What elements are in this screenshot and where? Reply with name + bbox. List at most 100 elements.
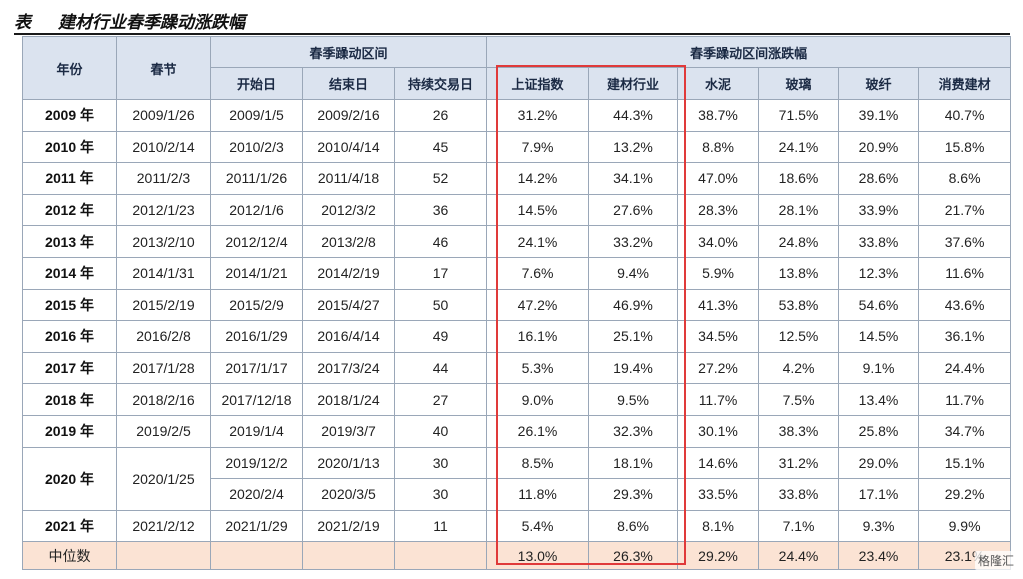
cell-consumer: 11.6% xyxy=(918,256,1012,290)
cell-year: 2010 年 xyxy=(22,130,117,164)
cell-start: 2021/1/29 xyxy=(210,509,303,543)
cell-year: 2017 年 xyxy=(22,351,117,385)
cell-sh: 7.6% xyxy=(486,256,590,290)
cell-bm: 33.2% xyxy=(588,225,679,258)
cell-sh: 5.4% xyxy=(486,509,590,543)
cell-festival: 2015/2/19 xyxy=(116,288,211,322)
cell-cement: 47.0% xyxy=(677,162,760,195)
cell-year: 2019 年 xyxy=(22,414,117,448)
cell-fiber: 13.4% xyxy=(838,383,920,416)
table-row: 2018 年 2018/2/16 2017/12/18 2018/1/24 27… xyxy=(22,383,1012,416)
cell-start: 2015/2/9 xyxy=(210,288,303,322)
cell-year: 2018 年 xyxy=(22,383,117,416)
header-group-returns: 春季躁动区间涨跌幅 xyxy=(486,36,1012,68)
cell-cement: 30.1% xyxy=(677,414,760,448)
cell-bm: 9.4% xyxy=(588,256,679,290)
median-empty xyxy=(393,541,488,571)
header-end: 结束日 xyxy=(302,67,395,100)
cell-bm: 25.1% xyxy=(588,320,679,353)
cell-days: 11 xyxy=(393,509,488,543)
cell-consumer: 15.8% xyxy=(918,130,1012,164)
median-empty xyxy=(210,541,303,571)
cell-festival: 2014/1/31 xyxy=(116,256,211,290)
cell-glass: 24.1% xyxy=(758,130,840,164)
cell-consumer: 29.2% xyxy=(918,478,1012,511)
cell-glass: 53.8% xyxy=(758,288,840,322)
median-row: 中位数 13.0% 26.3% 29.2% 24.4% 23.4% 23.1% xyxy=(22,541,1012,571)
cell-end: 2019/3/7 xyxy=(302,414,395,448)
cell-start: 2019/1/4 xyxy=(210,414,303,448)
median-empty xyxy=(302,541,395,571)
cell-glass: 7.5% xyxy=(758,383,840,416)
cell-cement: 34.5% xyxy=(677,320,760,353)
cell-bm: 18.1% xyxy=(588,446,679,480)
cell-start: 2010/2/3 xyxy=(210,130,303,164)
cell-start: 2014/1/21 xyxy=(210,256,303,290)
cell-bm: 32.3% xyxy=(588,414,679,448)
table-title: 表 建材行业春季躁动涨跌幅 xyxy=(14,8,245,33)
cell-days: 49 xyxy=(393,320,488,353)
cell-bm: 27.6% xyxy=(588,193,679,227)
cell-festival: 2011/2/3 xyxy=(116,162,211,195)
cell-end: 2020/1/13 xyxy=(302,446,395,480)
cell-festival: 2010/2/14 xyxy=(116,130,211,164)
cell-cement: 28.3% xyxy=(677,193,760,227)
cell-days: 46 xyxy=(393,225,488,258)
cell-consumer: 24.4% xyxy=(918,351,1012,385)
cell-festival: 2017/1/28 xyxy=(116,351,211,385)
cell-days: 40 xyxy=(393,414,488,448)
cell-glass: 18.6% xyxy=(758,162,840,195)
cell-fiber: 20.9% xyxy=(838,130,920,164)
cell-days: 30 xyxy=(393,478,488,511)
cell-end: 2010/4/14 xyxy=(302,130,395,164)
title-rule xyxy=(14,33,1010,35)
cell-year: 2009 年 xyxy=(22,99,117,132)
header-cement: 水泥 xyxy=(677,67,760,100)
cell-fiber: 9.1% xyxy=(838,351,920,385)
cell-end: 2016/4/14 xyxy=(302,320,395,353)
cell-start: 2017/12/18 xyxy=(210,383,303,416)
cell-consumer: 34.7% xyxy=(918,414,1012,448)
cell-consumer: 36.1% xyxy=(918,320,1012,353)
table-row: 2020 年 2020/1/25 2019/12/2 2020/1/13 30 … xyxy=(22,446,1012,511)
cell-fiber: 28.6% xyxy=(838,162,920,195)
cell-bm: 34.1% xyxy=(588,162,679,195)
table-tag: 表 xyxy=(14,13,31,33)
table-row: 2017 年 2017/1/28 2017/1/17 2017/3/24 44 … xyxy=(22,351,1012,385)
cell-end: 2009/2/16 xyxy=(302,99,395,132)
cell-days: 17 xyxy=(393,256,488,290)
cell-end: 2018/1/24 xyxy=(302,383,395,416)
cell-start: 2012/1/6 xyxy=(210,193,303,227)
cell-glass: 12.5% xyxy=(758,320,840,353)
cell-year: 2015 年 xyxy=(22,288,117,322)
cell-bm: 8.6% xyxy=(588,509,679,543)
cell-days: 52 xyxy=(393,162,488,195)
cell-consumer: 11.7% xyxy=(918,383,1012,416)
cell-consumer: 8.6% xyxy=(918,162,1012,195)
cell-bm: 44.3% xyxy=(588,99,679,132)
cell-cement: 5.9% xyxy=(677,256,760,290)
cell-cement: 8.8% xyxy=(677,130,760,164)
cell-bm: 29.3% xyxy=(588,478,679,511)
cell-sh: 14.2% xyxy=(486,162,590,195)
cell-days: 50 xyxy=(393,288,488,322)
cell-year: 2021 年 xyxy=(22,509,117,543)
cell-sh: 14.5% xyxy=(486,193,590,227)
cell-glass: 38.3% xyxy=(758,414,840,448)
cell-fiber: 33.8% xyxy=(838,225,920,258)
cell-cement: 27.2% xyxy=(677,351,760,385)
cell-days: 44 xyxy=(393,351,488,385)
cell-end: 2017/3/24 xyxy=(302,351,395,385)
cell-year: 2011 年 xyxy=(22,162,117,195)
cell-glass: 4.2% xyxy=(758,351,840,385)
cell-festival: 2019/2/5 xyxy=(116,414,211,448)
cell-bm: 13.2% xyxy=(588,130,679,164)
header-glass: 玻璃 xyxy=(758,67,840,100)
cell-fiber: 12.3% xyxy=(838,256,920,290)
cell-fiber: 25.8% xyxy=(838,414,920,448)
cell-start: 2012/12/4 xyxy=(210,225,303,258)
watermark: 格隆汇 xyxy=(974,551,1017,570)
cell-fiber: 29.0% xyxy=(838,446,920,480)
cell-year: 2016 年 xyxy=(22,320,117,353)
cell-fiber: 33.9% xyxy=(838,193,920,227)
